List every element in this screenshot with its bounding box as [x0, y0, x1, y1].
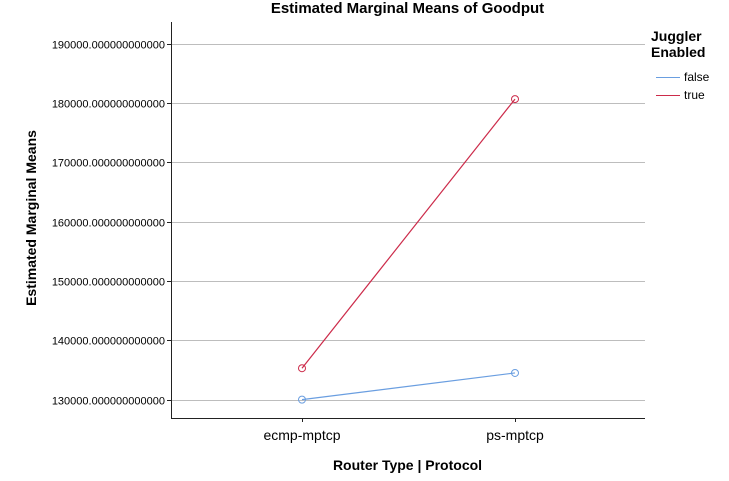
- legend-label-false: false: [684, 70, 710, 84]
- y-tick-label-2: 150000.000000000000: [52, 277, 165, 289]
- series-point-false-ps-mptcp: [511, 368, 519, 377]
- y-tick-label-4: 170000.000000000000: [52, 158, 165, 170]
- x-axis-label: Router Type | Protocol: [332, 457, 483, 473]
- y-tick-label-3: 160000.000000000000: [52, 218, 165, 230]
- legend-title: Juggler Enabled: [651, 28, 705, 60]
- chart-title: Estimated Marginal Means of Goodput: [270, 0, 545, 17]
- legend-swatch-true: [656, 94, 680, 96]
- legend-label-true: true: [684, 88, 705, 102]
- legend-item-false: false: [656, 70, 709, 84]
- y-tick-label-6: 190000.000000000000: [52, 40, 165, 52]
- legend-swatch-false: [656, 76, 680, 78]
- legend-item-true: true: [656, 88, 705, 102]
- series-point-true-ecmp-mptcp: [298, 364, 306, 373]
- series-point-true-ps-mptcp: [511, 95, 519, 104]
- x-tick-label-ecmp-mptcp: ecmp-mptcp: [263, 427, 340, 443]
- y-tick-label-0: 130000.000000000000: [52, 396, 165, 408]
- series-line-true: [301, 98, 516, 369]
- legend-title-line-2: Enabled: [651, 44, 706, 60]
- legend-title-line-1: Juggler: [651, 28, 702, 44]
- series-line-false: [301, 372, 516, 401]
- y-tick-label-1: 140000.000000000000: [52, 336, 165, 348]
- x-tick-label-ps-mptcp: ps-mptcp: [486, 427, 544, 443]
- y-tick-label-5: 180000.000000000000: [52, 99, 165, 111]
- series-point-false-ecmp-mptcp: [298, 395, 306, 404]
- y-axis-label: Estimated Marginal Means: [23, 130, 39, 306]
